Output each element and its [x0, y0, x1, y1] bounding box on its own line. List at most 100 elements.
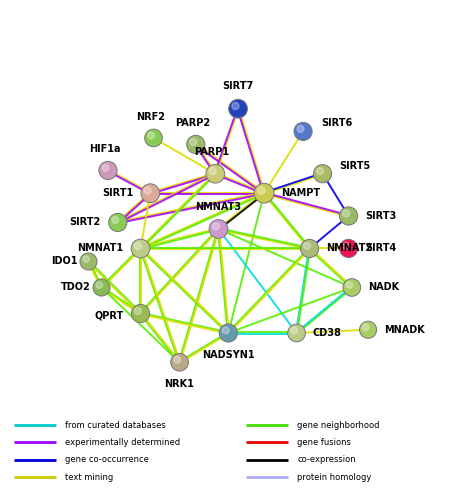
Circle shape [343, 278, 361, 296]
Text: QPRT: QPRT [94, 310, 124, 320]
Text: gene co-occurrence: gene co-occurrence [65, 455, 149, 464]
Text: gene neighborhood: gene neighborhood [297, 421, 380, 430]
Circle shape [254, 184, 274, 203]
Circle shape [339, 207, 358, 225]
Circle shape [144, 187, 151, 194]
Text: from curated databases: from curated databases [65, 421, 166, 430]
Circle shape [301, 239, 319, 258]
Circle shape [343, 210, 349, 217]
Circle shape [141, 184, 160, 203]
Text: NMNAT1: NMNAT1 [77, 244, 124, 253]
Circle shape [294, 123, 312, 141]
Text: CD38: CD38 [312, 328, 341, 338]
Circle shape [223, 328, 237, 341]
Circle shape [304, 243, 318, 257]
Circle shape [213, 224, 227, 238]
Text: text mining: text mining [65, 472, 113, 482]
Text: NADK: NADK [368, 282, 399, 292]
Text: SIRT7: SIRT7 [222, 81, 254, 91]
Circle shape [206, 164, 225, 183]
Circle shape [291, 327, 298, 334]
Circle shape [148, 133, 162, 146]
Circle shape [258, 187, 273, 202]
Circle shape [346, 282, 360, 296]
Circle shape [99, 161, 117, 180]
Circle shape [191, 139, 204, 153]
Circle shape [190, 138, 197, 145]
Circle shape [173, 356, 181, 363]
Circle shape [135, 308, 141, 314]
Text: SIRT5: SIRT5 [339, 160, 371, 171]
Circle shape [102, 165, 116, 179]
Circle shape [219, 324, 237, 342]
Circle shape [343, 243, 357, 257]
Circle shape [232, 103, 246, 118]
Circle shape [112, 216, 118, 223]
Circle shape [363, 325, 376, 338]
Circle shape [93, 279, 110, 296]
Text: experimentally determined: experimentally determined [65, 438, 180, 447]
Circle shape [131, 305, 150, 323]
Circle shape [102, 164, 109, 171]
Circle shape [96, 282, 102, 288]
Circle shape [171, 353, 188, 371]
Circle shape [298, 126, 311, 140]
Circle shape [228, 99, 247, 118]
Circle shape [317, 168, 323, 175]
Text: SIRT1: SIRT1 [102, 188, 133, 198]
Circle shape [303, 243, 310, 249]
Circle shape [317, 168, 331, 182]
Circle shape [131, 239, 150, 258]
Text: NMNAT3: NMNAT3 [195, 202, 242, 212]
Text: SIRT6: SIRT6 [321, 118, 352, 128]
Circle shape [83, 257, 96, 270]
Circle shape [257, 186, 265, 194]
Circle shape [343, 243, 349, 249]
Text: TDO2: TDO2 [60, 282, 90, 292]
Circle shape [222, 327, 229, 334]
Text: SIRT3: SIRT3 [365, 211, 397, 221]
Text: NRK1: NRK1 [164, 379, 194, 389]
Circle shape [135, 308, 149, 322]
Circle shape [210, 168, 224, 183]
Circle shape [174, 357, 188, 370]
Text: NRF2: NRF2 [136, 112, 165, 122]
Text: MNADK: MNADK [383, 325, 424, 335]
Circle shape [363, 324, 369, 331]
Circle shape [209, 219, 228, 238]
Circle shape [343, 211, 357, 224]
Circle shape [187, 135, 205, 154]
Text: PARP2: PARP2 [175, 118, 210, 127]
Circle shape [288, 324, 305, 342]
Circle shape [134, 242, 141, 249]
Circle shape [109, 214, 127, 232]
Text: NADSYN1: NADSYN1 [202, 350, 255, 360]
Circle shape [313, 165, 332, 183]
Text: gene fusions: gene fusions [297, 438, 351, 447]
Circle shape [96, 282, 109, 295]
Circle shape [291, 328, 304, 341]
Text: SIRT4: SIRT4 [365, 244, 397, 253]
Text: PARP1: PARP1 [194, 147, 229, 157]
Circle shape [148, 132, 155, 139]
Text: co-expression: co-expression [297, 455, 356, 464]
Circle shape [360, 321, 377, 338]
Text: IDO1: IDO1 [51, 256, 77, 267]
Circle shape [297, 125, 304, 132]
Text: SIRT2: SIRT2 [70, 217, 101, 227]
Circle shape [145, 129, 163, 147]
Text: HIF1a: HIF1a [89, 144, 120, 154]
Circle shape [80, 253, 97, 270]
Circle shape [145, 188, 159, 202]
Circle shape [232, 102, 239, 110]
Circle shape [83, 256, 90, 262]
Text: NAMPT: NAMPT [281, 188, 320, 198]
Circle shape [339, 239, 358, 258]
Circle shape [346, 281, 353, 288]
Circle shape [209, 167, 216, 175]
Circle shape [212, 223, 219, 230]
Circle shape [112, 217, 126, 231]
Circle shape [135, 243, 149, 257]
Text: protein homology: protein homology [297, 472, 372, 482]
Text: NMNAT2: NMNAT2 [327, 244, 373, 253]
